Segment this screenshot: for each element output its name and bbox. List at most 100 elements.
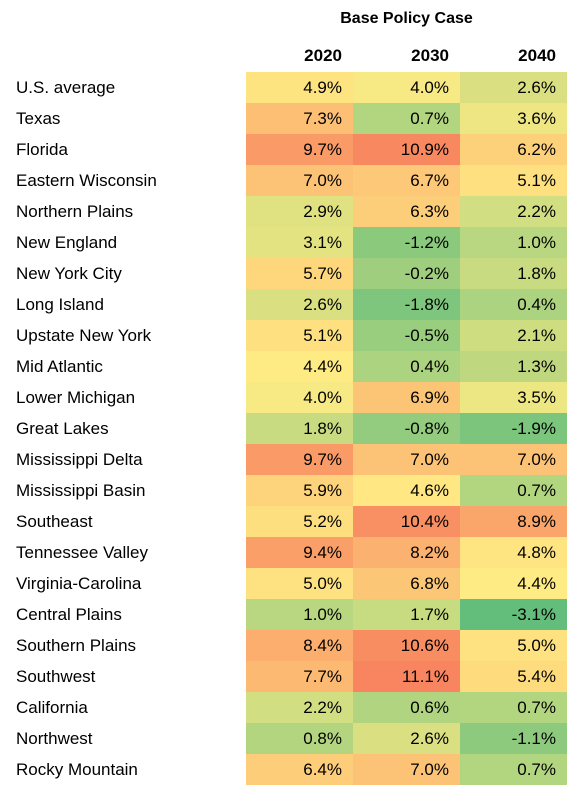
table-row: Mississippi Basin 5.9% 4.6% 0.7% xyxy=(0,475,567,506)
heatmap-cell: -1.8% xyxy=(353,289,460,320)
heatmap-cell: -1.1% xyxy=(460,723,567,754)
table-row: Southwest 7.7% 11.1% 5.4% xyxy=(0,661,567,692)
table-row: Texas 7.3% 0.7% 3.6% xyxy=(0,103,567,134)
heatmap-cell: 0.7% xyxy=(460,754,567,785)
heatmap-cell: 0.8% xyxy=(246,723,353,754)
row-label: Mississippi Basin xyxy=(16,481,146,500)
heatmap-cell: -0.5% xyxy=(353,320,460,351)
heatmap-cell: 8.9% xyxy=(460,506,567,537)
heatmap-cell: 6.7% xyxy=(353,165,460,196)
heatmap-cell: 3.6% xyxy=(460,103,567,134)
heatmap-cell: 5.4% xyxy=(460,661,567,692)
heatmap-cell: 4.0% xyxy=(353,72,460,103)
row-label: Lower Michigan xyxy=(16,388,136,407)
heatmap-cell: 7.0% xyxy=(460,444,567,475)
table-row: Eastern Wisconsin 7.0% 6.7% 5.1% xyxy=(0,165,567,196)
heatmap-cell: 5.1% xyxy=(460,165,567,196)
table-row: Great Lakes 1.8% -0.8% -1.9% xyxy=(0,413,567,444)
row-label: California xyxy=(16,698,88,717)
row-label: Southwest xyxy=(16,667,96,686)
heatmap-cell: 9.7% xyxy=(246,444,353,475)
table-row: Virginia-Carolina 5.0% 6.8% 4.4% xyxy=(0,568,567,599)
table-row: Tennessee Valley 9.4% 8.2% 4.8% xyxy=(0,537,567,568)
heatmap-cell: 4.0% xyxy=(246,382,353,413)
row-label: Northwest xyxy=(16,729,93,748)
row-label: Southern Plains xyxy=(16,636,137,655)
row-label: Florida xyxy=(16,140,68,159)
heatmap-cell: -0.8% xyxy=(353,413,460,444)
heatmap-cell: 4.6% xyxy=(353,475,460,506)
table-row: Northern Plains 2.9% 6.3% 2.2% xyxy=(0,196,567,227)
heatmap-cell: 2.9% xyxy=(246,196,353,227)
heatmap-cell: -1.9% xyxy=(460,413,567,444)
heatmap-cell: 7.3% xyxy=(246,103,353,134)
heatmap-cell: 10.9% xyxy=(353,134,460,165)
chart-title: Base Policy Case xyxy=(340,10,473,27)
heatmap-cell: 0.4% xyxy=(353,351,460,382)
table-row: U.S. average 4.9% 4.0% 2.6% xyxy=(0,72,567,103)
heatmap-cell: 5.9% xyxy=(246,475,353,506)
table-row: Rocky Mountain 6.4% 7.0% 0.7% xyxy=(0,754,567,785)
table-row: New York City 5.7% -0.2% 1.8% xyxy=(0,258,567,289)
heatmap-cell: 4.4% xyxy=(246,351,353,382)
row-label: Northern Plains xyxy=(16,202,134,221)
heatmap-cell: 7.0% xyxy=(353,754,460,785)
row-label: Rocky Mountain xyxy=(16,760,138,779)
row-label: Southeast xyxy=(16,512,93,531)
heatmap-cell: 0.7% xyxy=(460,692,567,723)
table-row: Central Plains 1.0% 1.7% -3.1% xyxy=(0,599,567,630)
heatmap-cell: 5.0% xyxy=(460,630,567,661)
heatmap-cell: 7.7% xyxy=(246,661,353,692)
row-label: New England xyxy=(16,233,118,252)
table-row: Upstate New York 5.1% -0.5% 2.1% xyxy=(0,320,567,351)
heatmap-cell: 8.4% xyxy=(246,630,353,661)
heatmap-cell: 6.3% xyxy=(353,196,460,227)
heatmap-cell: 11.1% xyxy=(353,661,460,692)
heatmap-cell: 10.6% xyxy=(353,630,460,661)
row-label: U.S. average xyxy=(16,78,116,97)
column-header-2040: 2040 xyxy=(518,46,556,65)
table-row: Long Island 2.6% -1.8% 0.4% xyxy=(0,289,567,320)
row-label: Eastern Wisconsin xyxy=(16,171,157,190)
heatmap-cell: 4.9% xyxy=(246,72,353,103)
heatmap-cell: 1.8% xyxy=(460,258,567,289)
heatmap-cell: -0.2% xyxy=(353,258,460,289)
heatmap-cell: -1.2% xyxy=(353,227,460,258)
heatmap-cell: 1.8% xyxy=(246,413,353,444)
row-label: Central Plains xyxy=(16,605,122,624)
heatmap-cell: 0.4% xyxy=(460,289,567,320)
table-row: Florida 9.7% 10.9% 6.2% xyxy=(0,134,567,165)
heatmap-cell: 2.6% xyxy=(460,72,567,103)
heatmap-cell: 5.2% xyxy=(246,506,353,537)
heatmap-cell: 6.8% xyxy=(353,568,460,599)
table-row: Lower Michigan 4.0% 6.9% 3.5% xyxy=(0,382,567,413)
row-label: Tennessee Valley xyxy=(16,543,148,562)
table-row: Mississippi Delta 9.7% 7.0% 7.0% xyxy=(0,444,567,475)
heatmap-cell: 9.4% xyxy=(246,537,353,568)
heatmap-cell: 0.6% xyxy=(353,692,460,723)
heatmap-cell: 1.3% xyxy=(460,351,567,382)
heatmap-cell: 4.8% xyxy=(460,537,567,568)
row-label: Texas xyxy=(16,109,61,128)
table-row: Southern Plains 8.4% 10.6% 5.0% xyxy=(0,630,567,661)
heatmap-cell: 5.7% xyxy=(246,258,353,289)
heatmap-cell: 1.7% xyxy=(353,599,460,630)
heatmap-cell: 6.4% xyxy=(246,754,353,785)
row-label: Virginia-Carolina xyxy=(16,574,142,593)
heatmap-cell: 3.1% xyxy=(246,227,353,258)
heatmap-cell: 9.7% xyxy=(246,134,353,165)
heatmap-cell: 2.2% xyxy=(460,196,567,227)
heatmap-cell: 2.6% xyxy=(246,289,353,320)
heatmap-cell: 8.2% xyxy=(353,537,460,568)
heatmap-cell: 1.0% xyxy=(460,227,567,258)
heatmap-cell: 0.7% xyxy=(460,475,567,506)
heatmap-cell: 5.1% xyxy=(246,320,353,351)
heatmap-cell: 7.0% xyxy=(246,165,353,196)
column-header-2030: 2030 xyxy=(411,46,449,65)
heatmap-cell: 7.0% xyxy=(353,444,460,475)
row-label: Mississippi Delta xyxy=(16,450,143,469)
table-row: New England 3.1% -1.2% 1.0% xyxy=(0,227,567,258)
table-row: Southeast 5.2% 10.4% 8.9% xyxy=(0,506,567,537)
heatmap-cell: 3.5% xyxy=(460,382,567,413)
heatmap-cell: -3.1% xyxy=(460,599,567,630)
